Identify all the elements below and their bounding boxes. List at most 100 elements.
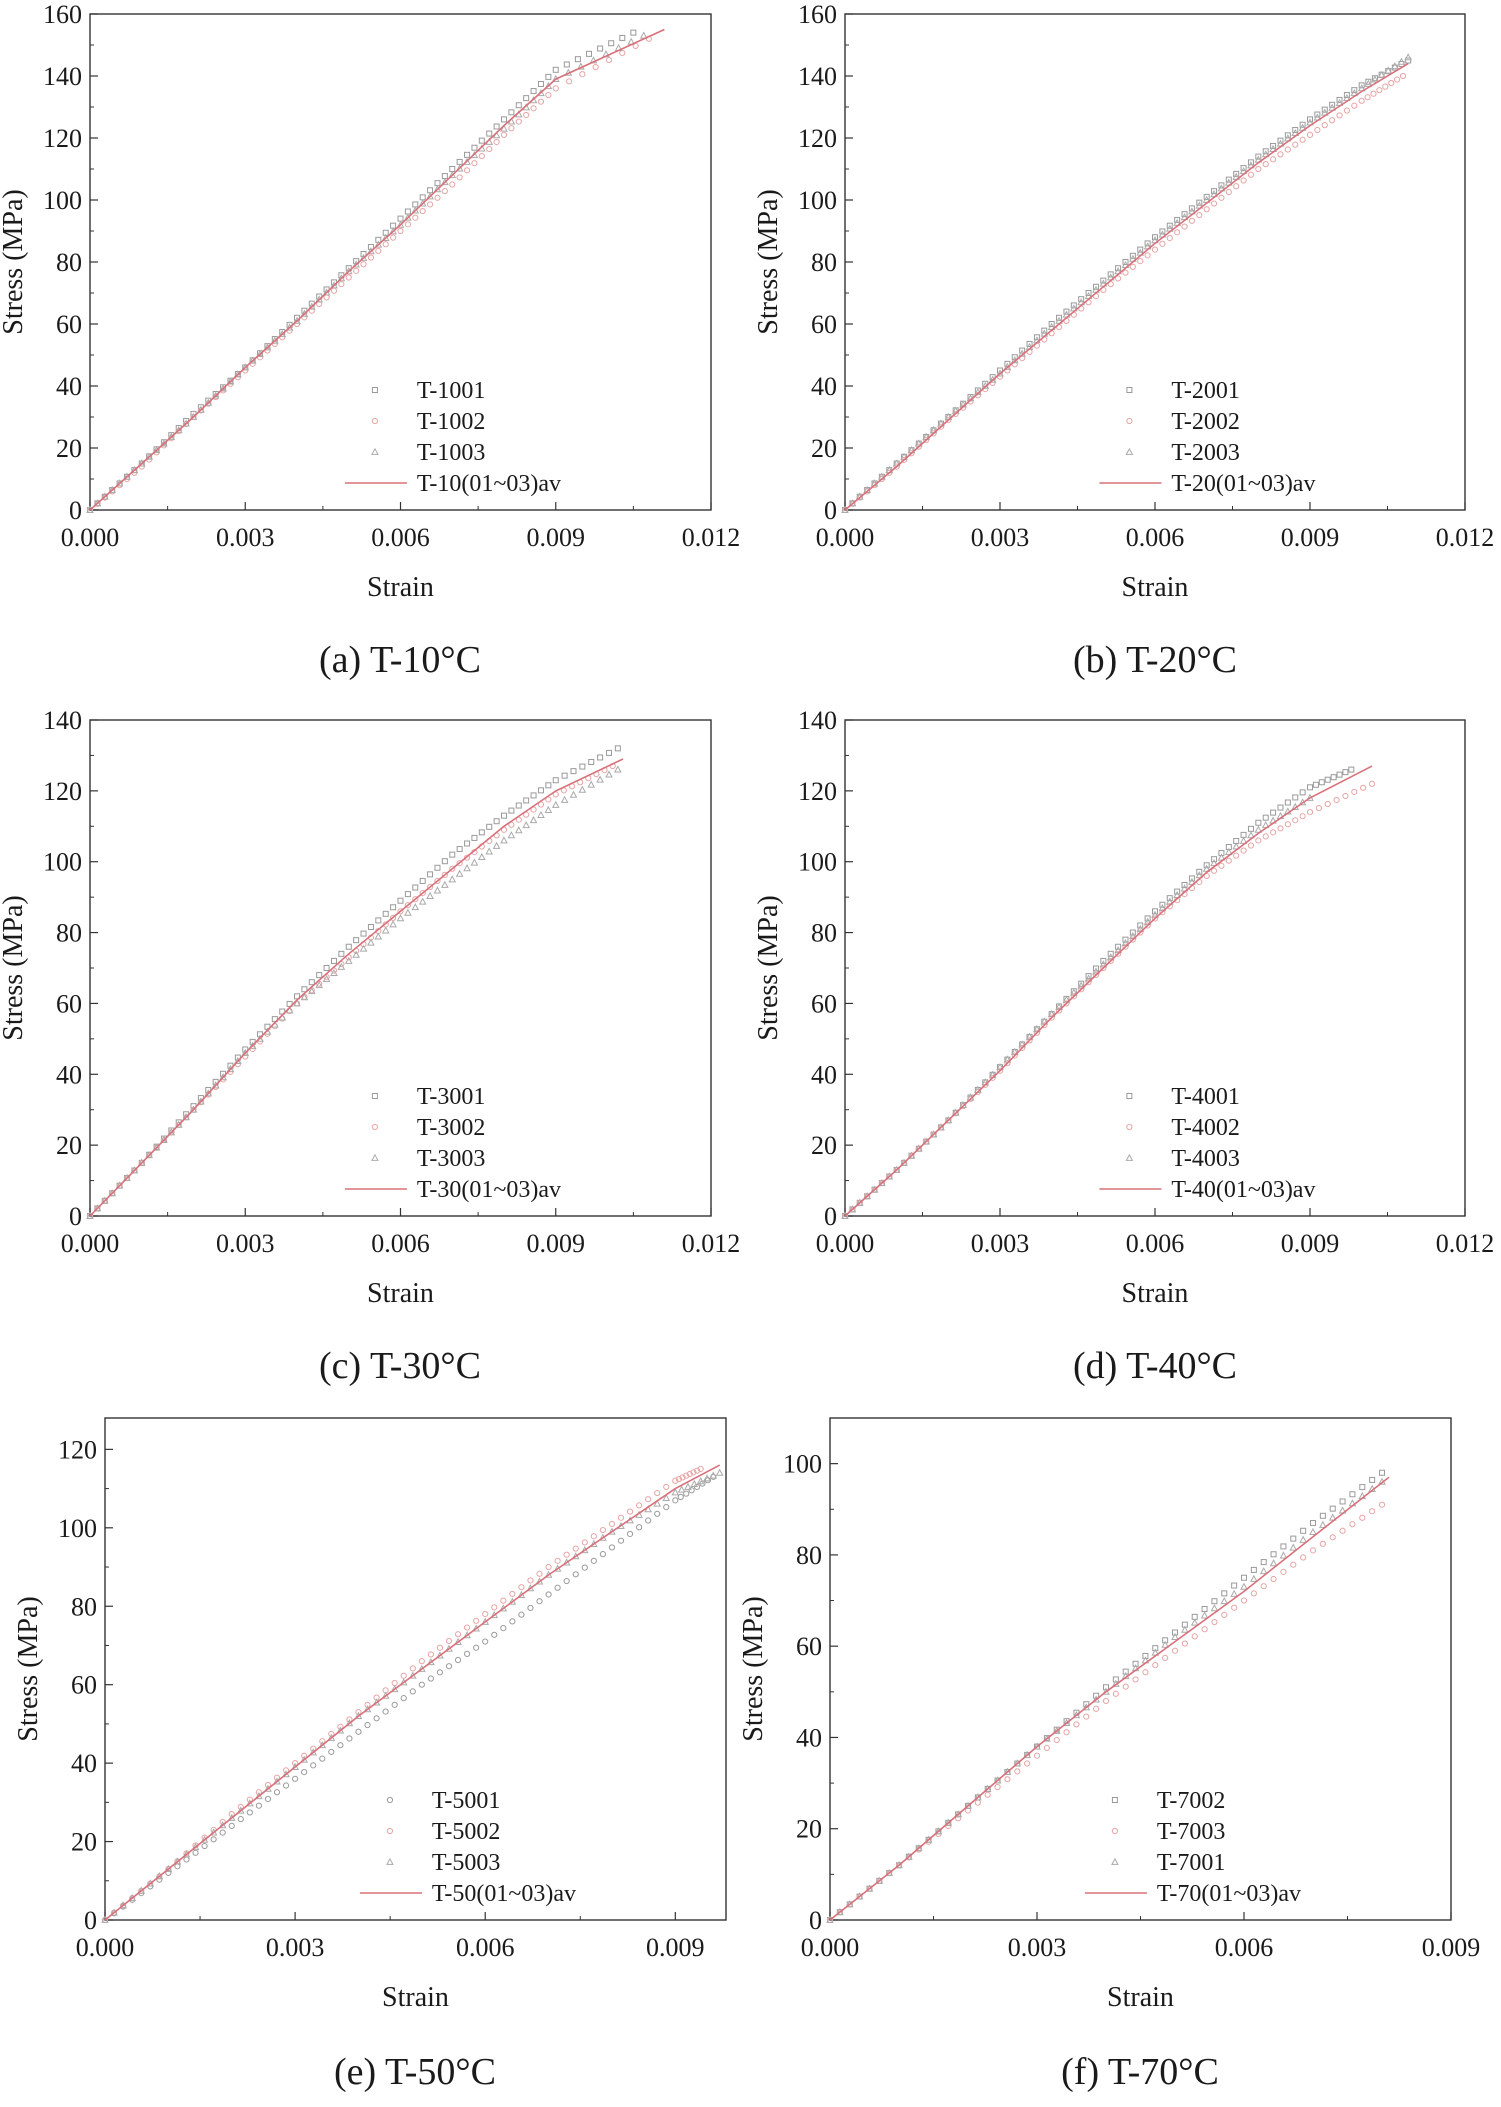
data-point <box>1014 1768 1021 1775</box>
data-point <box>1289 1543 1298 1551</box>
legend-marker-swatch <box>386 1796 394 1804</box>
data-point <box>509 1590 516 1598</box>
data-point <box>1107 950 1114 957</box>
data-point <box>1144 252 1151 259</box>
data-point <box>619 34 626 41</box>
data-point <box>1196 211 1203 219</box>
y-tick-label: 0 <box>824 1202 837 1231</box>
data-point <box>1231 1604 1238 1611</box>
legend-marker-swatch <box>1125 1153 1134 1161</box>
data-point <box>1152 908 1158 915</box>
data-point <box>219 1829 226 1836</box>
x-tick-label: 0.003 <box>1008 1933 1067 1962</box>
data-point <box>1269 156 1277 163</box>
x-tick-label: 0.000 <box>76 1933 135 1962</box>
x-tick-label: 0.006 <box>1126 523 1185 552</box>
data-point <box>448 875 457 883</box>
data-point <box>463 854 471 861</box>
data-point <box>1143 917 1152 925</box>
series-line <box>89 758 624 1217</box>
legend-label: T-1002 <box>417 409 485 435</box>
data-point <box>1159 901 1166 908</box>
legend-marker-swatch <box>371 1093 378 1099</box>
data-point <box>1092 283 1099 290</box>
data-point <box>599 1526 606 1534</box>
data-point <box>1399 72 1407 80</box>
data-point <box>1085 290 1092 296</box>
data-point <box>1115 943 1122 950</box>
data-point <box>1200 1611 1209 1619</box>
x-axis-label: Strain <box>1122 1278 1189 1309</box>
data-point <box>1277 151 1284 158</box>
data-point <box>688 1487 695 1494</box>
data-point <box>1250 1566 1257 1573</box>
data-point <box>1144 240 1151 247</box>
data-point <box>367 924 374 931</box>
legend-marker-swatch <box>1111 1797 1118 1803</box>
data-point <box>1093 1692 1100 1699</box>
data-point <box>1011 1052 1018 1059</box>
series-2 <box>86 765 622 1219</box>
data-point <box>572 1571 579 1578</box>
data-point <box>508 109 515 116</box>
series-3 <box>829 1476 1390 1921</box>
y-tick-label: 140 <box>43 62 82 91</box>
data-point <box>1240 1582 1248 1590</box>
data-point <box>1259 1566 1268 1575</box>
data-point <box>330 287 338 294</box>
data-point <box>1210 1604 1219 1612</box>
panel-caption: (d) T-40°C <box>1073 1345 1237 1387</box>
data-point <box>635 1502 643 1509</box>
data-point <box>463 1624 471 1631</box>
data-point <box>360 251 367 258</box>
data-point <box>536 1598 543 1605</box>
y-tick-label: 140 <box>798 706 837 735</box>
data-point <box>1280 1568 1287 1575</box>
data-point <box>1277 804 1284 811</box>
data-point <box>565 78 573 85</box>
data-point <box>1233 170 1240 177</box>
x-tick-label: 0.009 <box>1281 523 1340 552</box>
data-point <box>454 1631 462 1638</box>
data-point <box>677 1485 686 1493</box>
series-line <box>829 1476 1390 1921</box>
data-point <box>1240 1597 1248 1604</box>
data-point <box>1114 950 1122 957</box>
data-point <box>486 823 493 830</box>
data-point <box>1201 1626 1208 1633</box>
data-point <box>1321 106 1328 113</box>
data-point <box>1225 188 1232 196</box>
x-tick-label: 0.012 <box>682 523 741 552</box>
data-point <box>1397 57 1406 65</box>
data-point <box>1247 171 1255 178</box>
data-point <box>1100 964 1107 972</box>
data-point <box>663 1503 670 1511</box>
data-point <box>427 871 434 878</box>
data-point <box>1255 165 1262 173</box>
data-point <box>1218 182 1225 189</box>
data-point <box>436 1644 444 1651</box>
data-point <box>418 897 427 905</box>
data-point <box>1306 809 1314 816</box>
data-point <box>337 1723 344 1730</box>
data-point <box>1247 825 1254 832</box>
data-point <box>471 160 478 167</box>
data-point <box>1388 79 1395 87</box>
data-point <box>456 158 463 165</box>
data-point <box>597 754 604 761</box>
data-point <box>418 1681 425 1688</box>
data-point <box>527 1604 534 1612</box>
data-point <box>1255 819 1262 826</box>
series-1 <box>841 72 1407 514</box>
y-tick-label: 60 <box>56 310 82 339</box>
x-tick-label: 0.000 <box>61 1229 120 1258</box>
data-point <box>464 840 471 847</box>
data-point <box>412 214 419 221</box>
data-point <box>404 891 411 898</box>
data-point <box>449 851 456 858</box>
data-point <box>500 1625 507 1632</box>
data-point <box>1299 813 1306 820</box>
data-point <box>360 930 367 937</box>
data-point <box>1041 1022 1048 1029</box>
data-point <box>523 95 530 102</box>
